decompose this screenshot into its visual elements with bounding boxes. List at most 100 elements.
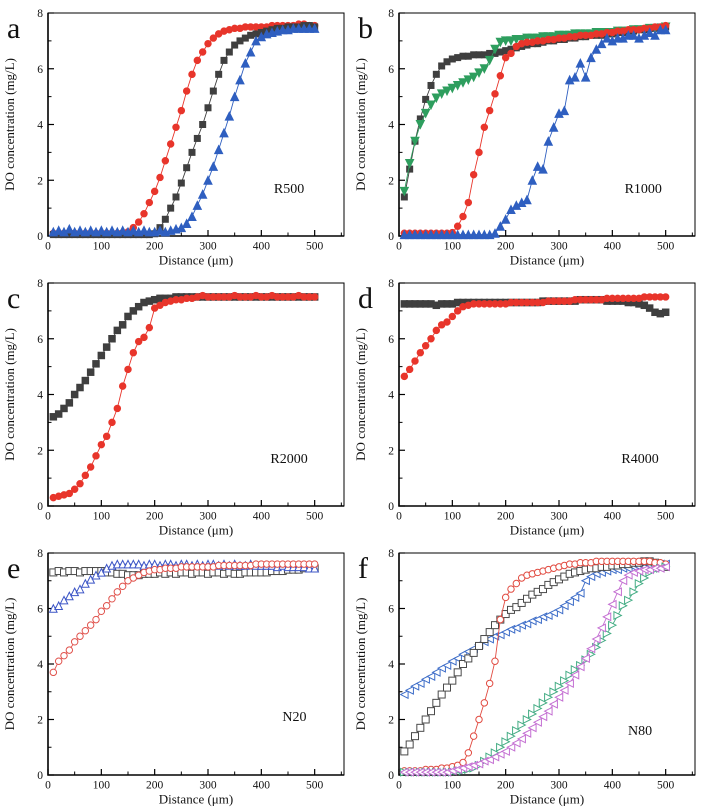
marker-triangle-up: [660, 24, 671, 35]
marker-square: [161, 215, 169, 223]
marker-triangle-down: [516, 34, 527, 45]
marker-circle: [150, 187, 159, 196]
marker-circle: [507, 49, 515, 58]
marker-square: [167, 204, 175, 212]
marker-triangle-left: [399, 689, 409, 700]
marker-triangle-left: [532, 615, 542, 625]
marker-triangle-up: [596, 38, 607, 49]
marker-circle: [469, 170, 478, 179]
marker-circle: [475, 148, 483, 157]
marker-triangle-up: [586, 52, 596, 63]
series-line: [403, 296, 666, 377]
marker-square: [193, 134, 201, 142]
marker-triangle-right: [613, 610, 623, 620]
marker-circle: [209, 34, 218, 42]
panel-d: 0 100 200 300 400 500 0 2 4 6 8 Distance (μm) DO con…: [351, 270, 702, 540]
series-line: [53, 23, 315, 234]
x-tick-label: 200: [497, 241, 515, 253]
marker-circle: [113, 404, 122, 413]
chart-b: 0 100 200 300 400 500 0 2 4 6 8 Distance (μm) DO con…: [353, 8, 696, 268]
marker-triangle-left: [564, 597, 574, 607]
marker-circle: [501, 593, 510, 602]
marker-circle: [512, 579, 521, 588]
marker-circle: [113, 588, 122, 596]
series-line: [53, 27, 315, 233]
marker-circle: [140, 333, 148, 342]
marker-triangle-right: [506, 731, 516, 741]
marker-square: [188, 148, 196, 156]
marker-circle: [491, 90, 499, 98]
marker-square: [86, 368, 95, 376]
panel-letter: e: [7, 552, 20, 585]
marker-triangle-up: [134, 559, 144, 569]
y-tick-label: 0: [388, 231, 394, 243]
marker-triangle-left: [586, 572, 596, 582]
series-triangle-up-2: [48, 23, 320, 237]
marker-triangle-right: [608, 620, 618, 630]
marker-triangle-left: [527, 723, 537, 733]
marker-triangle-right: [640, 573, 650, 583]
marker-triangle-up: [107, 225, 117, 235]
marker-circle: [60, 651, 68, 660]
marker-triangle-left: [500, 746, 510, 756]
x-tick-label: 200: [497, 511, 515, 523]
y-tick-label: 6: [37, 334, 43, 346]
series-square-0: [49, 293, 319, 421]
y-axis-title: DO concentration (mg/L): [353, 58, 368, 191]
marker-circle: [161, 157, 170, 165]
marker-triangle-down: [420, 108, 431, 119]
marker-circle: [145, 198, 154, 207]
axis-lines: [47, 553, 344, 776]
marker-triangle-down: [463, 75, 474, 86]
marker-triangle-down: [426, 100, 436, 111]
marker-triangle-left: [591, 634, 601, 644]
series-line: [53, 296, 315, 418]
marker-triangle-up: [580, 71, 591, 82]
marker-triangle-left: [543, 706, 553, 716]
series-line: [403, 26, 666, 198]
marker-triangle-up: [219, 127, 229, 138]
marker-square: [523, 594, 531, 603]
panel-f: 0 100 200 300 400 500 0 2 4 6 8 Distance (μm) DO con…: [351, 540, 702, 809]
marker-circle: [86, 463, 95, 471]
marker-triangle-left: [442, 660, 452, 670]
marker-square: [215, 70, 223, 78]
marker-triangle-left: [602, 612, 612, 622]
condition-label: R2000: [270, 452, 307, 467]
y-tick-label: 4: [37, 390, 43, 402]
marker-triangle-left: [522, 619, 532, 629]
marker-square: [432, 70, 440, 78]
x-tick-label: 0: [45, 511, 51, 523]
marker-square: [76, 383, 84, 392]
marker-triangle-left: [410, 681, 420, 691]
series-circle-1: [49, 291, 319, 502]
marker-triangle-left: [511, 738, 521, 748]
chart-e: 0 100 200 300 400 500 0 2 4 6 8 Distance (μm) DO con…: [2, 548, 345, 807]
x-tick-label: 200: [146, 511, 164, 523]
marker-triangle-left: [426, 671, 436, 682]
x-axis-title: Distance (μm): [510, 792, 584, 807]
marker-circle: [76, 479, 84, 488]
marker-circle: [310, 560, 319, 568]
marker-circle: [92, 615, 100, 624]
axis-lines: [47, 13, 344, 237]
y-tick-label: 2: [37, 175, 43, 187]
marker-triangle-down: [415, 120, 426, 130]
y-tick-label: 8: [37, 548, 43, 560]
marker-triangle-right: [634, 578, 644, 589]
marker-triangle-left: [543, 610, 553, 620]
x-tick-label: 100: [444, 511, 462, 523]
marker-triangle-left: [564, 678, 574, 688]
marker-square: [480, 635, 489, 644]
series-triangle-left-4: [399, 562, 670, 777]
series-line: [53, 25, 315, 236]
x-axis-title: Distance (μm): [510, 523, 584, 538]
marker-triangle-down: [468, 72, 479, 83]
marker-square: [512, 603, 521, 612]
marker-square: [491, 621, 499, 630]
marker-square: [501, 610, 510, 619]
y-tick-label: 0: [37, 770, 43, 782]
marker-triangle-right: [512, 726, 522, 736]
marker-square: [204, 104, 212, 112]
